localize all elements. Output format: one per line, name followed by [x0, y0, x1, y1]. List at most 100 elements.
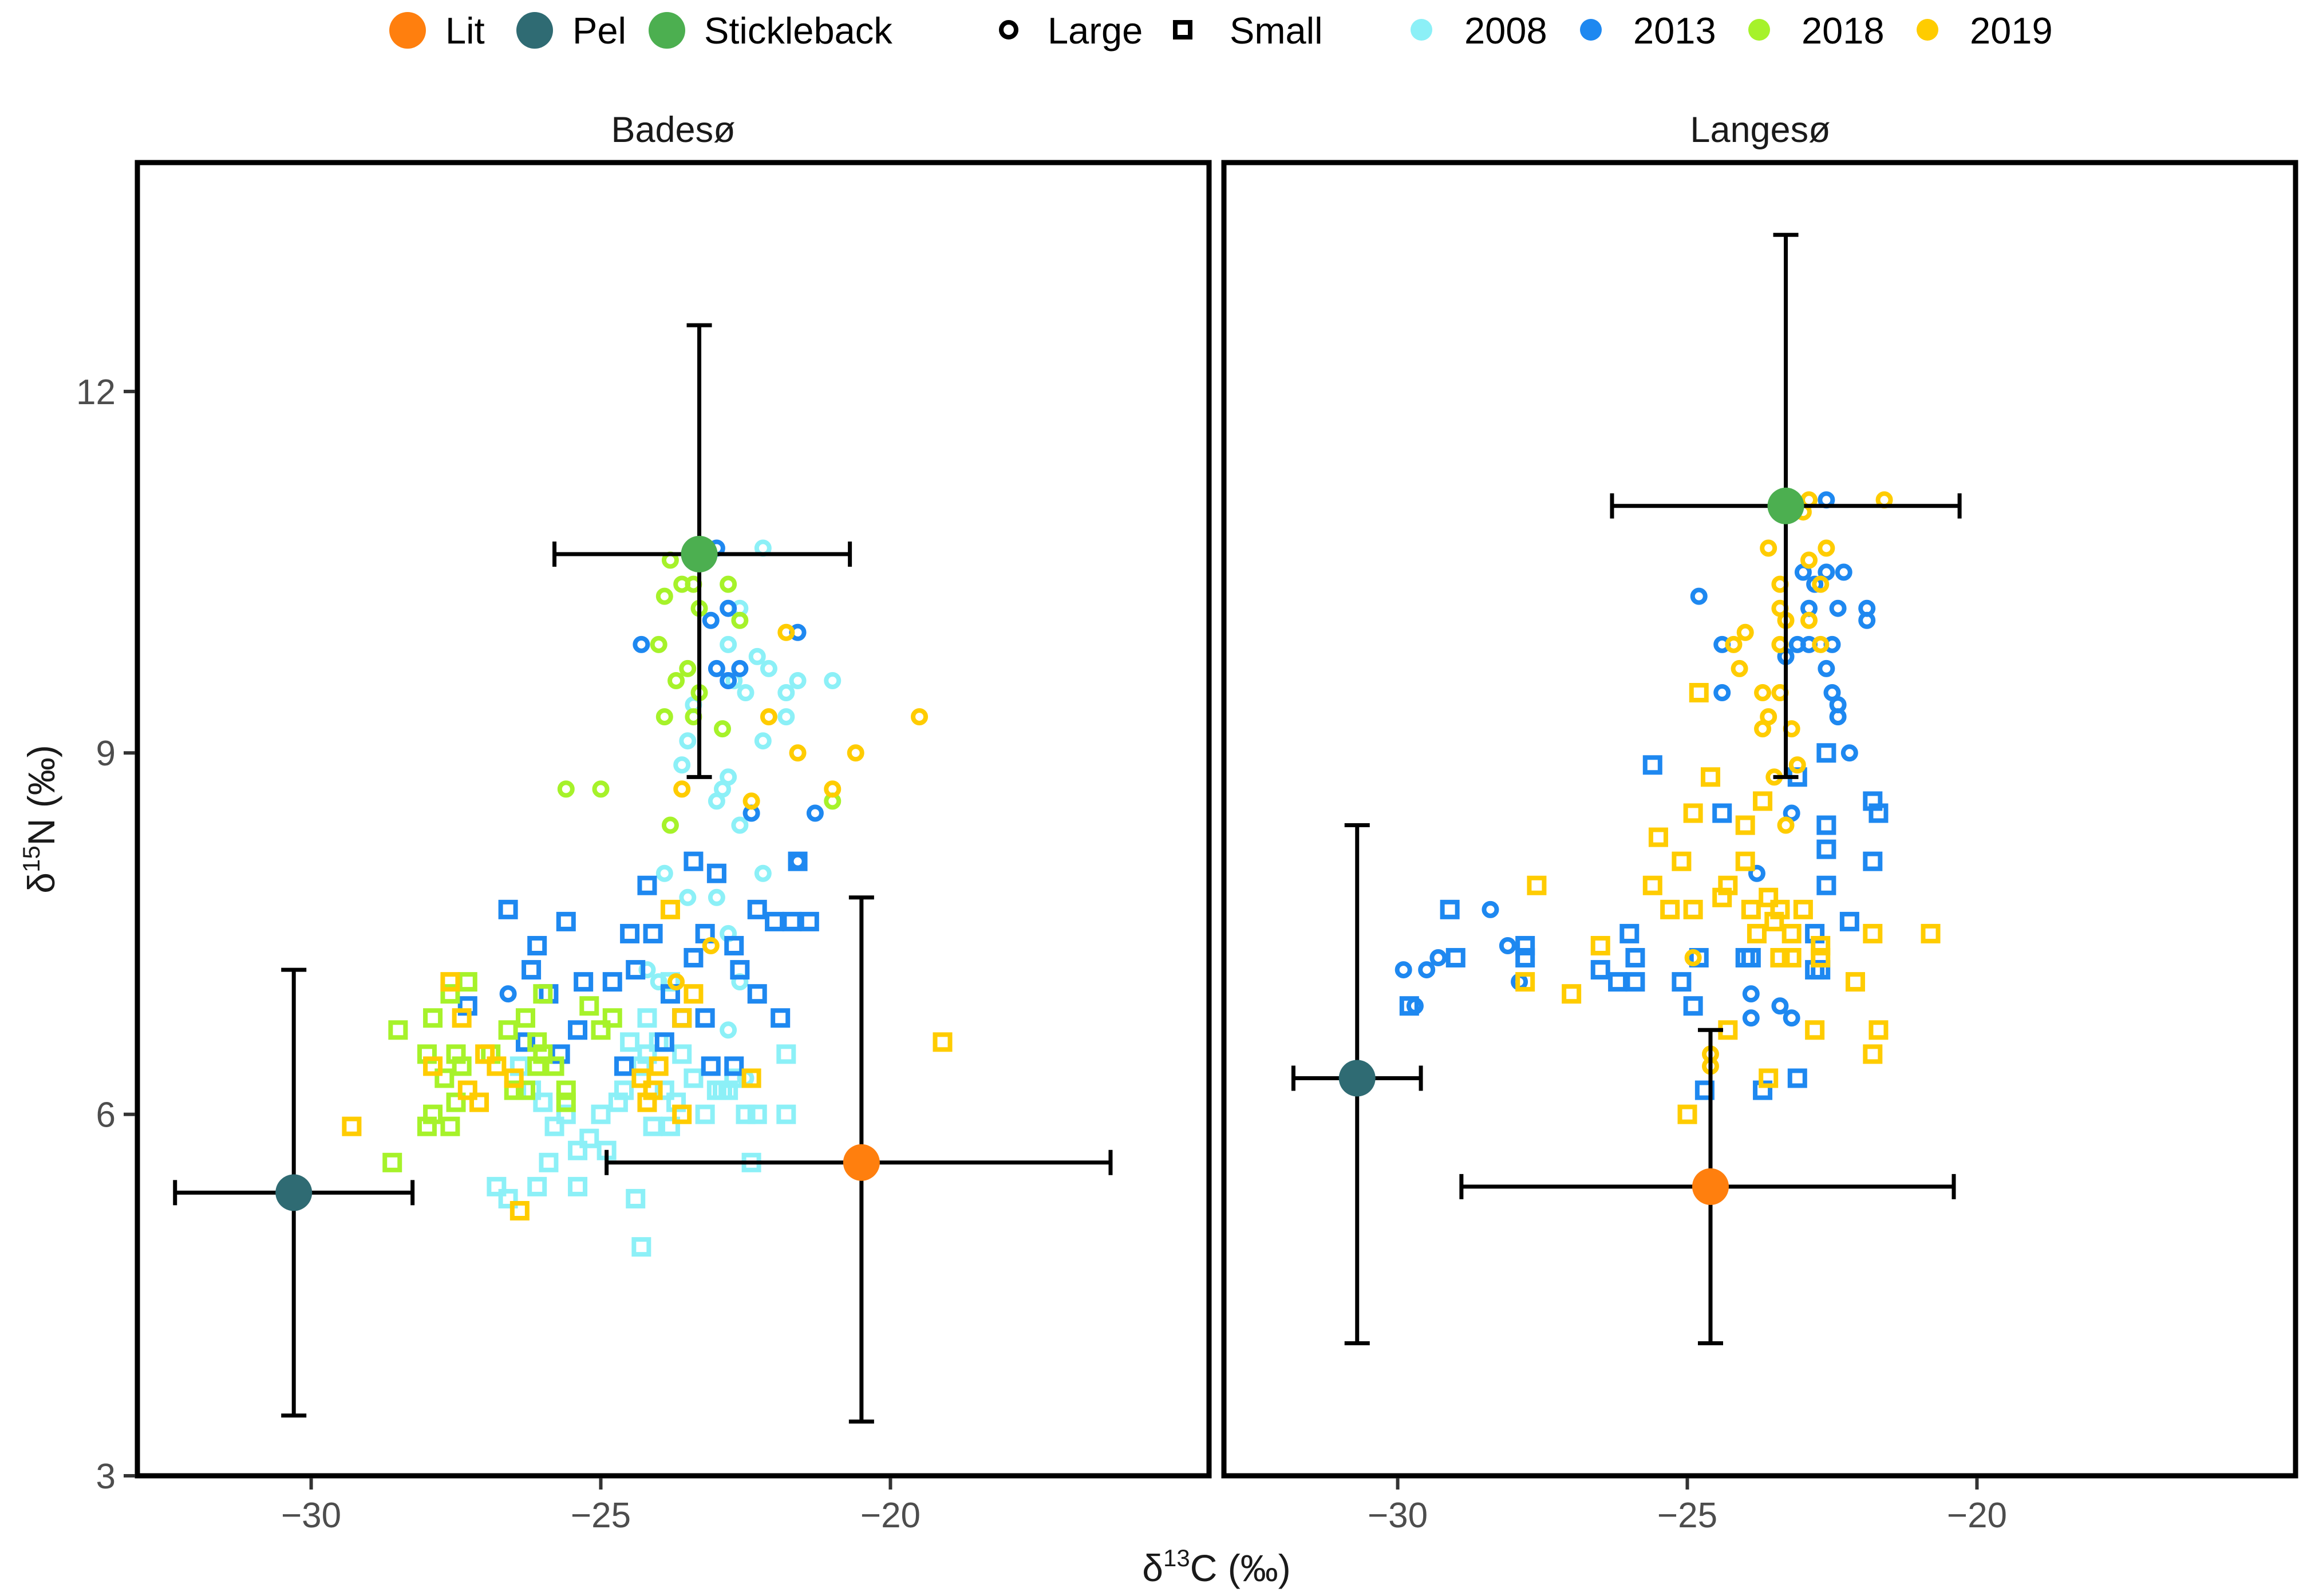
- point-large-2019: [847, 744, 864, 762]
- point-large-2019: [1788, 756, 1806, 774]
- point-small-2013: [1816, 839, 1836, 859]
- point-large-2008: [673, 756, 691, 774]
- point-large-2018: [731, 611, 749, 629]
- panel-badeso: Badesø 3 6 9 12 −30 −25 −20: [76, 110, 1212, 1535]
- point-large-2019: [760, 708, 777, 726]
- point-large-2008: [777, 684, 795, 702]
- point-small-2008: [718, 1080, 738, 1100]
- point-large-2013: [1788, 635, 1806, 653]
- point-small-2013: [1689, 948, 1709, 968]
- points-langeso: [1395, 491, 1941, 1124]
- x-tick-label: −30: [1368, 1496, 1428, 1535]
- point-large-2019: [1754, 684, 1772, 702]
- point-small-2013: [1625, 972, 1645, 992]
- point-small-2018: [544, 1056, 564, 1076]
- point-small-2019: [1672, 851, 1692, 871]
- point-small-2019: [1735, 851, 1755, 871]
- point-small-2018: [527, 1056, 547, 1076]
- point-large-2018: [679, 659, 697, 677]
- point-small-2019: [1741, 899, 1761, 919]
- point-large-2018: [655, 708, 673, 726]
- point-small-2013: [747, 899, 767, 919]
- point-large-2019: [1731, 659, 1748, 677]
- x-tick-label: −25: [1657, 1496, 1717, 1535]
- point-small-2013: [1399, 996, 1419, 1016]
- point-small-2018: [602, 1008, 622, 1028]
- point-small-2013: [522, 960, 542, 980]
- legend-label-stickleback: Stickleback: [704, 10, 892, 52]
- point-small-2019: [342, 1116, 362, 1136]
- point-small-2013: [684, 948, 704, 968]
- point-small-2019: [1648, 827, 1668, 847]
- point-small-2013: [614, 1056, 634, 1076]
- x-axis-title-isotope: 13: [1163, 1544, 1190, 1571]
- point-small-2018: [446, 1092, 466, 1112]
- point-small-2008: [556, 1104, 576, 1124]
- point-small-2013: [701, 1056, 721, 1076]
- point-small-2013: [771, 1008, 791, 1028]
- point-small-2019: [509, 1200, 530, 1220]
- point-small-2008: [568, 1176, 588, 1196]
- point-large-2019: [1777, 816, 1795, 834]
- point-large-2008: [737, 684, 755, 702]
- legend-label-2019: 2019: [1970, 10, 2053, 52]
- panel-title-badeso: Badesø: [611, 110, 735, 150]
- point-small-2019: [1683, 899, 1703, 919]
- point-large-2008: [754, 864, 772, 882]
- point-small-2013: [515, 1032, 535, 1052]
- point-small-2013: [1839, 911, 1859, 931]
- point-large-2013: [1771, 997, 1789, 1015]
- point-small-2019: [423, 1056, 443, 1076]
- y-tick-label: 3: [96, 1457, 116, 1496]
- point-small-2008: [660, 972, 680, 992]
- point-small-2008: [660, 1116, 680, 1136]
- point-small-2013: [1590, 960, 1610, 980]
- point-small-2018: [388, 1020, 408, 1040]
- point-small-2013: [1863, 851, 1883, 871]
- panel-frame-badeso: [135, 160, 1212, 1479]
- point-small-2013: [498, 899, 518, 919]
- legend-label-pel: Pel: [572, 10, 626, 52]
- point-small-2008: [527, 1176, 547, 1196]
- point-large-2008: [708, 792, 725, 810]
- point-large-2018: [655, 587, 673, 605]
- point-large-2019: [1812, 575, 1830, 593]
- point-large-2019: [1736, 623, 1754, 641]
- point-large-2013: [1818, 659, 1835, 677]
- point-large-2018: [720, 575, 737, 593]
- point-small-2019: [1712, 887, 1732, 907]
- legend-key-large: [999, 20, 1018, 39]
- legend-item-large: Large: [999, 10, 1143, 52]
- point-large-2018: [667, 671, 685, 689]
- point-small-2013: [747, 984, 767, 1004]
- point-small-2019: [1642, 875, 1662, 895]
- x-axis-title-rest: C (‰): [1190, 1547, 1291, 1589]
- point-small-2019: [1562, 984, 1582, 1004]
- point-large-2013: [499, 985, 517, 1003]
- point-small-2008: [591, 1104, 611, 1124]
- point-small-2019: [1845, 972, 1865, 992]
- point-large-2013: [1482, 900, 1499, 918]
- point-large-2013: [789, 852, 807, 870]
- point-large-2019: [1800, 611, 1818, 629]
- point-large-2013: [731, 659, 749, 677]
- point-small-2019: [1863, 923, 1883, 943]
- point-large-2013: [1690, 587, 1708, 605]
- point-small-2008: [487, 1176, 507, 1196]
- point-small-2019: [1863, 1044, 1883, 1064]
- point-large-2013: [720, 599, 737, 617]
- point-small-2013: [1672, 972, 1692, 992]
- point-small-2018: [498, 1020, 518, 1040]
- point-small-2018: [515, 1080, 535, 1100]
- legend-label-2013: 2013: [1633, 10, 1716, 52]
- point-small-2013: [1642, 755, 1662, 775]
- panel-frame-langeso: [1221, 160, 2298, 1479]
- y-tick-label: 9: [96, 734, 116, 773]
- point-small-2019: [1747, 923, 1767, 943]
- point-small-2018: [556, 1092, 576, 1112]
- point-large-2013: [1742, 1009, 1760, 1027]
- point-small-2018: [423, 1008, 443, 1028]
- point-small-2019: [933, 1032, 953, 1052]
- point-small-2008: [579, 1128, 599, 1148]
- point-small-2013: [602, 972, 622, 992]
